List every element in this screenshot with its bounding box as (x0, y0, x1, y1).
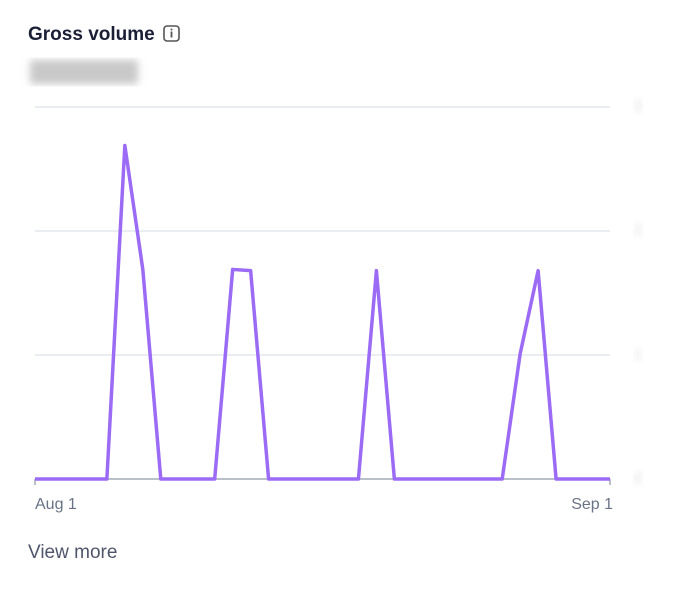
x-tick-label: Aug 1 (35, 496, 77, 513)
x-tick-label: Sep 1 (571, 496, 613, 513)
y-tick-label: 1 (634, 346, 642, 362)
y-tick-label: 2 (634, 222, 642, 238)
widget-title: Gross volume (28, 24, 155, 45)
view-more-link[interactable]: View more (28, 542, 117, 563)
y-tick-label: 3 (634, 98, 642, 114)
y-tick-label: 0 (634, 470, 642, 486)
volume-line (35, 143, 610, 481)
blurred-amount (30, 60, 138, 84)
info-icon[interactable] (163, 25, 180, 42)
